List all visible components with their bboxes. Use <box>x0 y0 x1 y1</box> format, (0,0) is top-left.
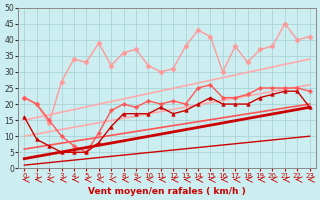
X-axis label: Vent moyen/en rafales ( km/h ): Vent moyen/en rafales ( km/h ) <box>88 187 246 196</box>
